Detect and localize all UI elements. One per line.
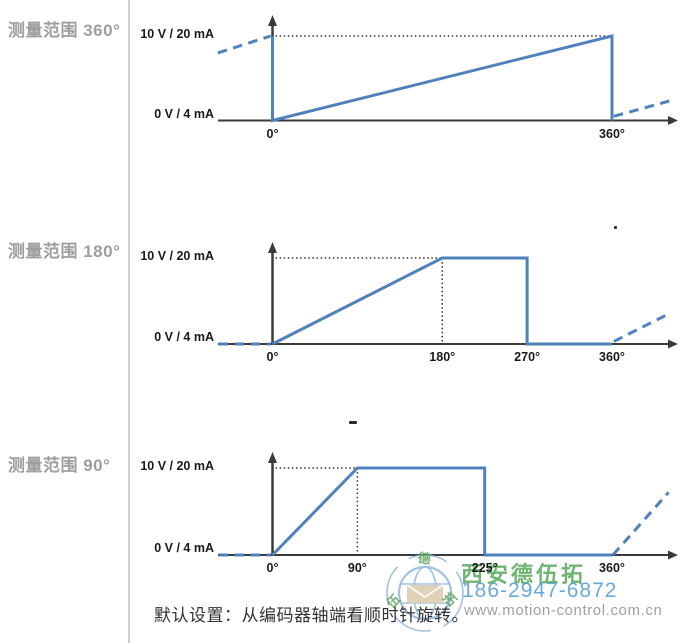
tick-label-225: 225° — [471, 561, 498, 575]
y-label-high: 10 V / 20 mA — [140, 249, 214, 263]
default-setting-caption: 默认设置：从编码器轴端看顺时针旋转。 — [154, 606, 469, 625]
y-label-high: 10 V / 20 mA — [140, 459, 214, 473]
y-label-low: 0 V / 4 mA — [154, 106, 214, 121]
y-axis-arrow — [268, 242, 277, 253]
logo-outer-ring — [386, 554, 464, 632]
signal-line-dash_post — [613, 311, 672, 343]
signal-line-solid — [271, 34, 614, 123]
range-label-180: 测量范围 180° — [8, 242, 121, 261]
y-axis-arrow — [268, 452, 277, 463]
watermark-brand: 西安德伍拓 — [461, 562, 587, 587]
tick-label-360: 360° — [599, 126, 625, 141]
range-label-360: 测量范围 360° — [8, 21, 121, 40]
watermark-phone: 186-2947-6872 — [462, 579, 618, 602]
signal-line-dash_post — [611, 491, 670, 556]
stray-dot — [614, 226, 617, 229]
stray-dash — [349, 421, 357, 424]
tick-label-360: 360° — [599, 561, 625, 575]
y-label-low: 0 V / 4 mA — [154, 330, 214, 344]
x-axis-arrow — [668, 339, 678, 349]
tick-label-90: 90° — [347, 561, 367, 575]
envelope — [407, 585, 443, 603]
tick-label-360: 360° — [599, 350, 625, 364]
watermark-url: www.motion-control.com.cn — [464, 602, 663, 619]
tick-label-0: 0° — [266, 126, 279, 141]
vertical-divider — [128, 0, 130, 643]
envelope-fold — [406, 584, 444, 598]
x-axis-arrow — [668, 550, 678, 560]
y-label-low: 0 V / 4 mA — [154, 541, 214, 555]
tick-label-0: 0° — [266, 350, 279, 364]
signal-line-dash_pre — [217, 34, 272, 55]
signal-line-solid — [271, 466, 612, 557]
signal-line-solid — [271, 256, 612, 346]
tick-label-180: 180° — [429, 350, 456, 364]
globe-envelope-logo — [386, 554, 464, 632]
signal-line-dash_post — [613, 97, 676, 118]
x-axis-arrow — [668, 116, 678, 125]
tick-label-270: 270° — [514, 350, 541, 364]
range-label-90: 测量范围 90° — [8, 456, 111, 475]
tick-label-0: 0° — [266, 561, 279, 575]
y-axis-arrow — [268, 15, 277, 26]
y-label-high: 10 V / 20 mA — [140, 27, 214, 41]
